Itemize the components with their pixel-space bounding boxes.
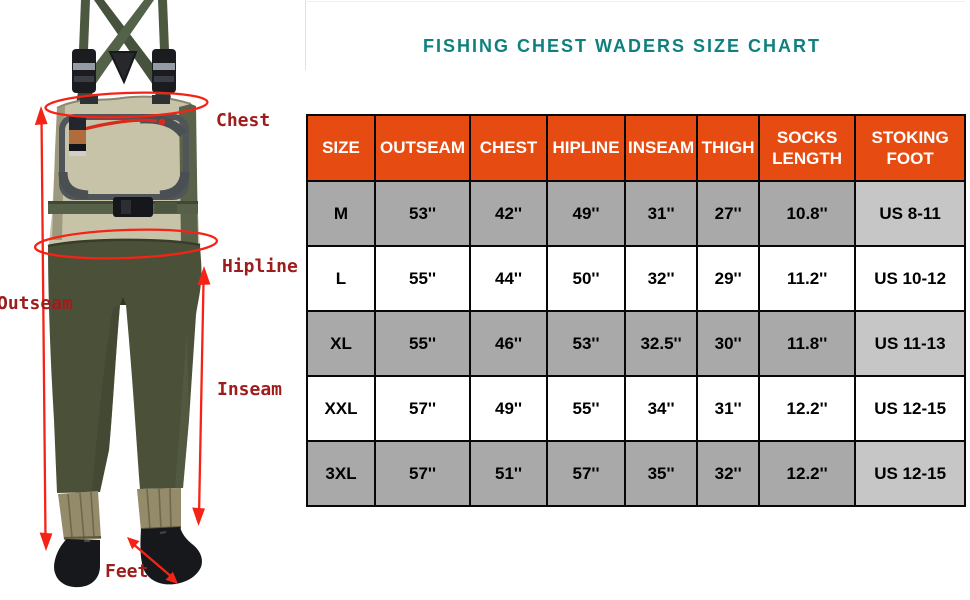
pocket-corner-trim <box>159 171 190 200</box>
column-header-size: SIZE <box>306 114 376 182</box>
left-cuff <box>58 491 101 540</box>
column-header-hipline: HIPLINE <box>546 114 626 182</box>
cell: 55'' <box>374 245 471 312</box>
cell: XL <box>306 310 376 377</box>
booties <box>54 527 202 588</box>
cell: 50'' <box>546 245 626 312</box>
hipline-label: Hipline <box>222 256 298 277</box>
chest-label: Chest <box>216 110 271 131</box>
cell: US 12-15 <box>854 440 967 507</box>
column-header-socks-length: SOCKS LENGTH <box>758 114 857 182</box>
cell: 32.5'' <box>623 310 699 377</box>
cell: 11.2'' <box>758 245 857 312</box>
table-row-m: M 53'' 42'' 49'' 31'' 27'' 10.8'' US 8-1… <box>306 180 967 247</box>
table-row-xxl: XXL 57'' 49'' 55'' 34'' 31'' 12.2'' US 1… <box>306 375 967 442</box>
feet-arrow <box>131 542 174 579</box>
left-bootie <box>54 539 100 588</box>
pants <box>47 238 202 493</box>
inseam-arrow <box>197 276 205 517</box>
cell: US 10-12 <box>854 245 967 312</box>
chest-ellipse <box>44 91 209 119</box>
cell: 49'' <box>546 180 626 247</box>
cell: 31'' <box>696 375 761 442</box>
waders-figure: Chest Hipline Outseam Inseam Feet <box>0 0 300 600</box>
cell: 12.2'' <box>758 440 857 507</box>
cell: US 8-11 <box>854 180 967 247</box>
cell: 53'' <box>374 180 471 247</box>
column-header-inseam: INSEAM <box>623 114 699 182</box>
outseam-label: Outseam <box>0 293 73 314</box>
page-title: FISHING CHEST WADERS SIZE CHART <box>423 36 822 56</box>
cell: 29'' <box>696 245 761 312</box>
hipline-ellipse <box>33 228 219 260</box>
measurement-annotations <box>33 91 219 579</box>
cell: 35'' <box>623 440 699 507</box>
cell: 31'' <box>623 180 699 247</box>
cell: 44'' <box>469 245 548 312</box>
cell: 27'' <box>696 180 761 247</box>
table-row-3xl: 3XL 57'' 51'' 57'' 35'' 32'' 12.2'' US 1… <box>306 440 967 507</box>
cell: 49'' <box>469 375 548 442</box>
cell: 55'' <box>546 375 626 442</box>
cell: 12.2'' <box>758 375 857 442</box>
cell: 30'' <box>696 310 761 377</box>
inseam-label: Inseam <box>217 379 283 400</box>
suspenders <box>72 0 176 104</box>
left-buckle <box>72 49 96 93</box>
cell: 32'' <box>623 245 699 312</box>
suspender-cross-patch <box>108 51 138 85</box>
cell: 46'' <box>469 310 548 377</box>
cell: 32'' <box>696 440 761 507</box>
cell: 51'' <box>469 440 548 507</box>
brand-tag <box>69 116 86 156</box>
belt-buckle <box>113 197 153 217</box>
cell: 57'' <box>374 440 471 507</box>
cell: XXL <box>306 375 376 442</box>
feet-label: Feet <box>105 561 149 582</box>
column-header-thigh: THIGH <box>696 114 761 182</box>
column-header-outseam: OUTSEAM <box>374 114 471 182</box>
table-row-l: L 55'' 44'' 50'' 32'' 29'' 11.2'' US 10-… <box>306 245 967 312</box>
cell: 57'' <box>374 375 471 442</box>
cell: 42'' <box>469 180 548 247</box>
cell: 3XL <box>306 440 376 507</box>
cell: 57'' <box>546 440 626 507</box>
cell: 34'' <box>623 375 699 442</box>
waders-illustration <box>33 0 219 588</box>
decor-line-horizontal <box>305 1 965 2</box>
pocket-corner-trim <box>58 171 89 200</box>
belt <box>48 197 198 217</box>
column-header-chest: CHEST <box>469 114 548 182</box>
cell: 10.8'' <box>758 180 857 247</box>
table-row-xl: XL 55'' 46'' 53'' 32.5'' 30'' 11.8'' US … <box>306 310 967 377</box>
cell: US 12-15 <box>854 375 967 442</box>
cell: 55'' <box>374 310 471 377</box>
decor-line-vertical <box>305 0 306 70</box>
zipper-pull <box>158 118 166 126</box>
arrowheads <box>34 106 211 584</box>
cell: 11.8'' <box>758 310 857 377</box>
ankle-cuffs <box>58 487 182 540</box>
right-bootie <box>140 527 202 585</box>
outseam-arrow <box>40 115 47 539</box>
cell: 53'' <box>546 310 626 377</box>
header-row: SIZE OUTSEAM CHEST HIPLINE INSEAM THIGH … <box>306 114 967 182</box>
cell: M <box>306 180 376 247</box>
size-chart-table: SIZE OUTSEAM CHEST HIPLINE INSEAM THIGH … <box>306 114 967 507</box>
cell: US 11-13 <box>854 310 967 377</box>
right-buckle <box>152 49 176 93</box>
column-header-stoking-foot: STOKING FOOT <box>854 114 967 182</box>
cell: L <box>306 245 376 312</box>
